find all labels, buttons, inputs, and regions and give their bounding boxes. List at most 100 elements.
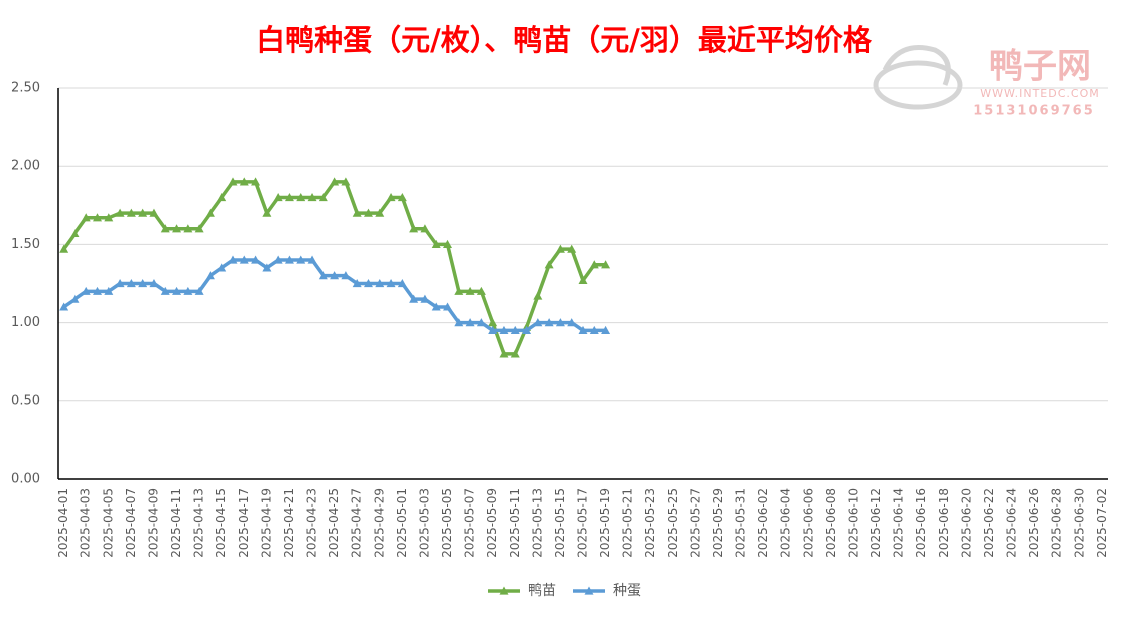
y-tick-label: 2.50 [11,81,40,96]
marker [296,255,306,264]
marker [205,271,215,280]
marker [510,349,520,358]
x-tick-label: 2025-05-27 [688,488,702,558]
x-tick-label: 2025-06-14 [892,488,906,558]
marker [375,279,385,288]
marker [375,208,385,217]
marker [217,263,227,272]
marker [443,302,453,311]
marker [183,286,193,295]
marker [160,224,170,233]
marker [93,213,103,222]
marker [172,286,182,295]
marker [544,260,554,269]
y-tick-label: 0.00 [11,472,40,487]
x-tick-label: 2025-06-18 [937,488,951,558]
x-tick-label: 2025-04-23 [305,488,319,558]
marker [228,255,238,264]
watermark-name: 鸭子网 [989,47,1091,87]
x-tick-label: 2025-05-29 [711,488,725,558]
marker [296,192,306,202]
x-tick-label: 2025-04-03 [79,488,93,558]
marker [443,239,453,248]
marker [284,255,294,264]
x-tick-label: 2025-05-09 [485,488,499,558]
marker [262,208,272,217]
marker [601,260,611,269]
marker [93,286,103,295]
legend-marker [584,586,594,595]
marker [431,239,441,248]
marker [307,255,317,264]
marker [420,224,430,233]
x-tick-label: 2025-05-01 [395,488,409,558]
x-tick-label: 2025-06-04 [779,488,793,558]
marker [499,349,509,358]
legend-label: 种蛋 [613,583,641,599]
marker [578,275,588,284]
marker [420,294,430,303]
marker [533,318,543,327]
marker [307,192,317,202]
marker [126,279,136,288]
x-tick-label: 2025-04-21 [282,488,296,558]
marker [544,318,554,327]
marker [172,224,182,233]
legend-marker [499,586,509,595]
x-tick-label: 2025-04-27 [350,488,364,558]
marker [601,325,611,335]
x-tick-label: 2025-06-16 [914,488,928,558]
marker [510,325,520,335]
x-tick-label: 2025-05-15 [553,488,567,558]
marker [228,177,238,186]
marker [115,279,125,288]
x-tick-label: 2025-05-17 [576,488,590,558]
x-tick-label: 2025-06-28 [1050,488,1064,558]
marker [352,208,362,217]
marker [363,208,373,217]
marker [397,279,407,288]
x-tick-label: 2025-05-07 [463,488,477,558]
x-tick-label: 2025-05-19 [598,488,612,558]
marker [409,294,419,303]
x-tick-label: 2025-06-22 [982,488,996,558]
x-tick-label: 2025-06-30 [1072,488,1086,558]
marker [363,279,373,288]
x-tick-label: 2025-04-25 [327,488,341,558]
x-tick-label: 2025-05-23 [643,488,657,558]
marker [194,286,204,295]
marker [409,224,419,233]
marker [397,192,407,202]
marker [567,244,577,253]
x-tick-label: 2025-06-26 [1027,488,1041,558]
chart-title: 白鸭种蛋（元/枚）、鸭苗（元/羽）最近平均价格 [256,23,873,57]
watermark-phone: 15131069765 [973,104,1095,119]
x-tick-label: 2025-06-12 [869,488,883,558]
marker [555,244,565,253]
marker [341,271,351,280]
marker [104,213,114,222]
marker [555,318,565,327]
x-tick-label: 2025-05-31 [734,488,748,558]
marker [352,279,362,288]
marker [589,260,599,269]
x-tick-label: 2025-07-02 [1095,488,1109,558]
marker [589,325,599,335]
x-tick-label: 2025-06-24 [1005,488,1019,558]
marker [330,271,340,280]
marker [160,286,170,295]
x-tick-label: 2025-06-10 [846,488,860,558]
x-tick-label: 2025-05-03 [417,488,431,558]
marker [70,228,80,238]
marker [284,192,294,202]
marker [138,208,148,217]
marker [341,177,351,186]
marker [454,286,464,295]
marker [488,325,498,335]
marker [149,208,159,217]
y-tick-label: 1.00 [11,315,40,330]
marker [205,208,215,217]
x-tick-label: 2025-06-08 [824,488,838,558]
marker [59,302,69,311]
